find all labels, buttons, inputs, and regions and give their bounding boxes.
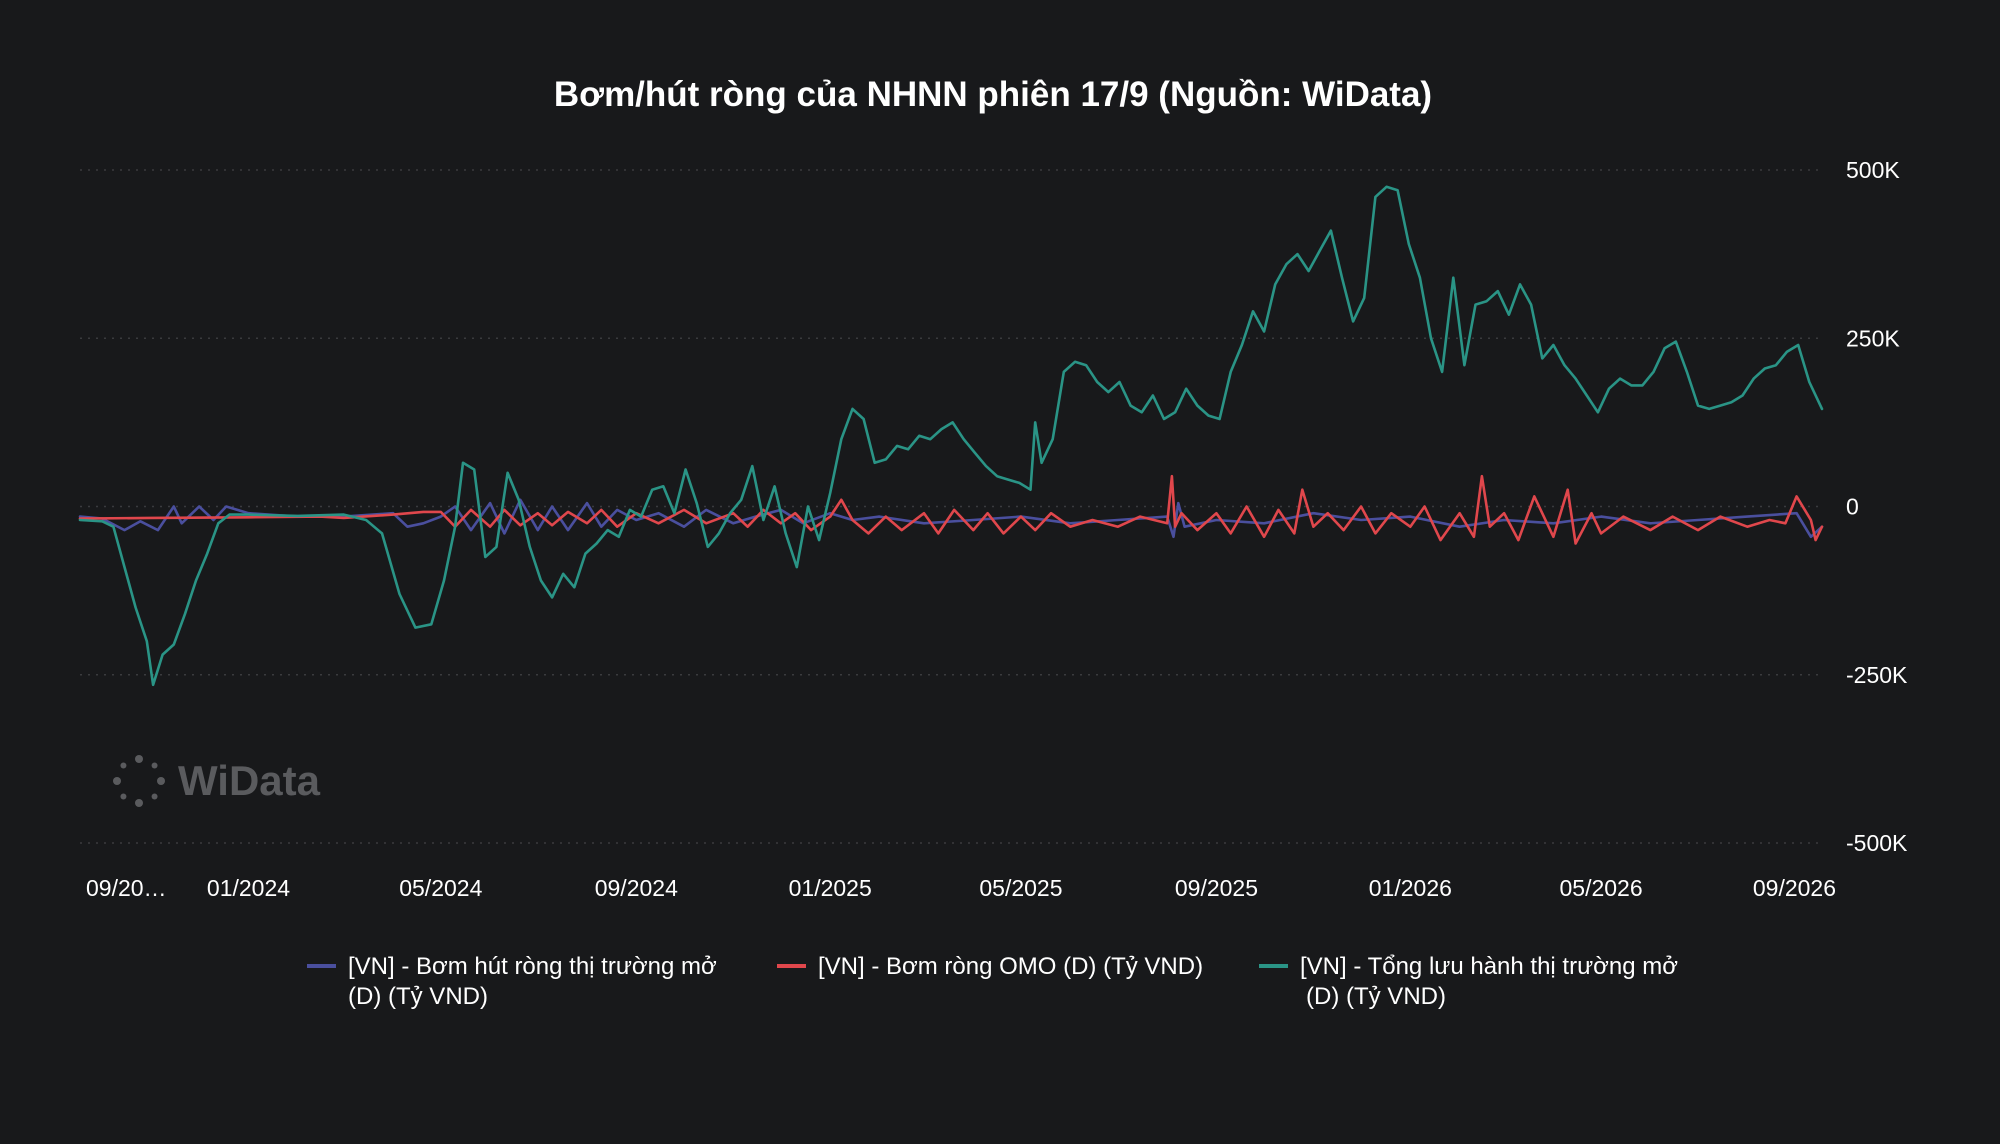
series-lines: [78, 185, 1824, 687]
grid-lines: [80, 169, 1822, 844]
x-tick-label: 05/2026: [1560, 875, 1643, 901]
watermark-text: WiData: [178, 757, 321, 804]
chart-title: Bơm/hút ròng của NHNN phiên 17/9 (Nguồn:…: [554, 75, 1432, 114]
x-tick-label: 01/2024: [207, 875, 290, 901]
legend-label-line1: [VN] - Bơm ròng OMO (D) (Tỷ VND): [818, 953, 1203, 980]
widata-watermark: WiData: [113, 755, 321, 807]
logo-dot: [113, 777, 121, 785]
y-tick-label: -250K: [1846, 662, 1908, 688]
logo-dot: [157, 777, 165, 785]
legend: [VN] - Bơm hút ròng thị trường mở (D) (T…: [307, 953, 1678, 1010]
y-tick-label: 500K: [1846, 157, 1900, 183]
y-tick-label: 0: [1846, 494, 1859, 520]
y-axis-ticks: 500K 250K 0 -250K -500K: [1846, 157, 1908, 856]
legend-label-line1: [VN] - Tổng lưu hành thị trường mở: [1300, 953, 1678, 980]
logo-dot: [135, 799, 143, 807]
x-tick-label: 05/2025: [979, 875, 1062, 901]
x-tick-label: 09/20…: [86, 875, 167, 901]
widata-logo-icon: [113, 755, 165, 807]
x-tick-label: 09/2025: [1175, 875, 1258, 901]
x-tick-label: 05/2024: [399, 875, 482, 901]
legend-item-bom-rong-omo[interactable]: [VN] - Bơm ròng OMO (D) (Tỷ VND): [777, 953, 1203, 980]
logo-dot: [135, 755, 143, 763]
logo-dot: [120, 793, 127, 800]
y-tick-label: 250K: [1846, 325, 1900, 351]
logo-dot: [151, 793, 158, 800]
series-line-1: [78, 474, 1824, 545]
legend-item-tong-luu-hanh[interactable]: [VN] - Tổng lưu hành thị trường mở (D) (…: [1259, 953, 1678, 1010]
legend-label-line2: (D) (Tỷ VND): [1306, 983, 1446, 1010]
legend-label-line2: (D) (Tỷ VND): [348, 983, 488, 1010]
legend-item-bom-hut-rong[interactable]: [VN] - Bơm hút ròng thị trường mở (D) (T…: [307, 953, 717, 1010]
logo-dot: [120, 762, 127, 769]
x-axis-ticks: 09/20… 01/2024 05/2024 09/2024 01/2025 05/202…: [86, 875, 1836, 901]
series-line-2: [78, 185, 1824, 687]
logo-dot: [151, 762, 158, 769]
x-tick-label: 01/2026: [1369, 875, 1452, 901]
x-tick-label: 09/2026: [1753, 875, 1836, 901]
x-tick-label: 09/2024: [595, 875, 678, 901]
legend-label-line1: [VN] - Bơm hút ròng thị trường mở: [348, 953, 717, 980]
x-tick-label: 01/2025: [789, 875, 872, 901]
y-tick-label: -500K: [1846, 830, 1908, 856]
